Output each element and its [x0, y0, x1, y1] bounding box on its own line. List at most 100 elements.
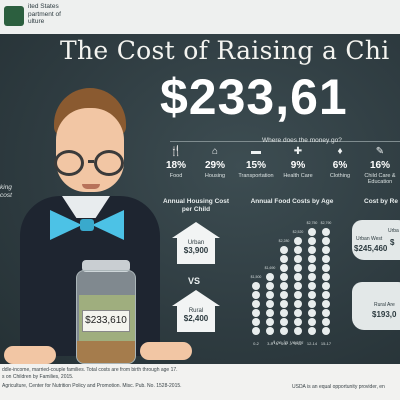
side-caption-line-2: cost — [0, 192, 12, 199]
coin-icon — [308, 318, 316, 326]
food-value-label: $2,750 — [306, 221, 318, 225]
food-age-tick: 9-11 — [294, 341, 302, 346]
coin-icon — [266, 300, 274, 308]
glasses-bridge — [88, 160, 94, 163]
jar-lid — [82, 260, 130, 272]
coin-icon — [294, 255, 302, 263]
food-coin-stack — [252, 282, 261, 336]
category-label: Child Care & Education — [364, 173, 396, 185]
coin-icon — [308, 237, 316, 245]
money-jar: $233,610 — [76, 260, 136, 364]
coin-icon — [308, 300, 316, 308]
agency-name: ited States partment of ulture — [28, 3, 61, 26]
urban-house: Urban $3,900 — [172, 222, 220, 266]
urban-south-label: Urba — [388, 228, 399, 234]
coin-icon — [322, 255, 330, 263]
coin-icon — [308, 309, 316, 317]
category-pct: 18% — [165, 160, 186, 171]
jar-coins — [77, 341, 135, 363]
footnote-line-2: s on Children by Families, 2015. — [2, 374, 74, 380]
bowtie-right — [92, 210, 124, 240]
usda-logo-icon — [4, 6, 24, 26]
coin-icon — [280, 264, 288, 272]
rural-value: $193,0 — [372, 310, 397, 319]
food-icon: 🍴 — [169, 146, 183, 157]
coin-icon — [266, 318, 274, 326]
food-value-label: $1,500 — [250, 275, 262, 279]
divider — [170, 141, 400, 142]
coin-icon — [322, 291, 330, 299]
coin-icon — [294, 282, 302, 290]
food-title: Annual Food Costs by Age — [250, 198, 334, 205]
coin-icon — [266, 291, 274, 299]
category-health-care: ✚ 9% Health Care — [272, 146, 324, 179]
coin-icon — [322, 309, 330, 317]
coin-icon — [294, 327, 302, 335]
category-label: Transportation — [238, 173, 274, 179]
coin-icon — [280, 309, 288, 317]
urban-label: Urban — [187, 240, 205, 246]
coin-icon — [280, 318, 288, 326]
rural-label: Rural — [188, 308, 204, 314]
rural-label: Rural Are — [374, 302, 395, 308]
bowtie-knot — [80, 219, 94, 231]
page-title: The Cost of Raising a Chi — [60, 36, 390, 65]
coin-icon — [280, 291, 288, 299]
food-age-tick: 0-2 — [253, 341, 259, 346]
food-value-label: $2,280 — [278, 239, 290, 243]
category-label: Food — [169, 173, 183, 179]
coin-icon — [294, 273, 302, 281]
coin-icon — [308, 246, 316, 254]
food-value-label: $1,690 — [264, 266, 276, 270]
side-caption: king cost — [0, 184, 12, 200]
total-cost: $233,61 — [160, 69, 348, 125]
coin-icon — [294, 246, 302, 254]
coin-icon — [308, 291, 316, 299]
coin-icon — [308, 327, 316, 335]
rural-us-map — [352, 282, 400, 330]
coin-icon — [252, 282, 260, 290]
coin-icon — [308, 273, 316, 281]
coin-icon — [308, 264, 316, 272]
coin-icon — [280, 273, 288, 281]
food-value-label: $2,520 — [292, 230, 304, 234]
food-coin-stack — [308, 228, 317, 336]
urban-west-value: $245,460 — [354, 244, 388, 253]
child-hand-left — [4, 346, 56, 364]
food-coin-chart: $1,500 0-2 $1,690 3-5 $2,280 6-8 $2,520 9-11 $2,… — [248, 210, 338, 350]
agency-line-2: partment of — [28, 10, 61, 18]
coin-icon — [322, 273, 330, 281]
coin-icon — [322, 300, 330, 308]
jar-label: $233,610 — [82, 310, 130, 332]
category-food: 🍴 18% Food — [150, 146, 202, 179]
coin-icon — [308, 228, 316, 236]
coin-icon — [266, 273, 274, 281]
coin-icon — [266, 327, 274, 335]
category-label: Housing — [204, 173, 226, 179]
coin-icon — [322, 327, 330, 335]
urban-value: $3,900 — [183, 246, 209, 255]
agency-line-3: ulture — [28, 18, 45, 25]
side-caption-line-1: king — [0, 184, 12, 191]
food-age-tick: 3-5 — [267, 341, 273, 346]
coin-icon — [322, 237, 330, 245]
region-title: Cost by Re — [364, 198, 398, 205]
category-label: Clothing — [329, 173, 351, 179]
category-pct: 15% — [245, 160, 266, 171]
coin-icon — [308, 282, 316, 290]
coin-icon — [280, 282, 288, 290]
house-body: Urban $3,900 — [177, 238, 215, 264]
coin-icon — [294, 318, 302, 326]
rural-house: Rural $2,400 — [172, 290, 220, 334]
urban-west-label: Urban West — [356, 236, 383, 242]
coin-icon — [294, 264, 302, 272]
coin-icon — [294, 309, 302, 317]
coin-icon — [322, 264, 330, 272]
car-icon: ▬ — [251, 146, 261, 157]
coin-icon — [294, 300, 302, 308]
coin-icon — [266, 309, 274, 317]
footnote-line-1: ddle-income, married-couple families. To… — [2, 367, 178, 373]
where-label: Where does the money go? — [262, 137, 342, 144]
urban-us-map — [352, 220, 400, 260]
child-mouth — [82, 184, 100, 189]
